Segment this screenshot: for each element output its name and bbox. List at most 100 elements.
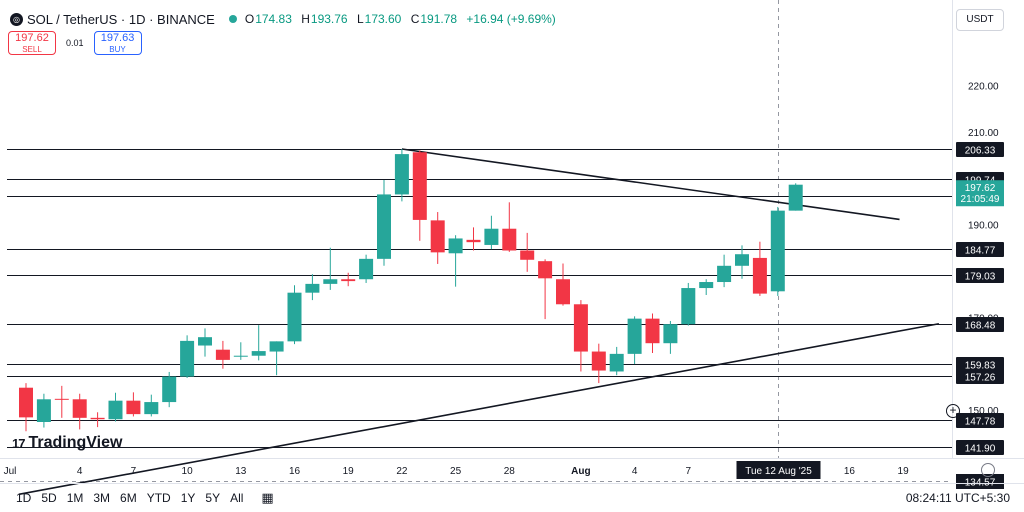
candle [645, 313, 660, 353]
current-price-label: 197.62 [965, 183, 996, 194]
level-label: 157.26 [965, 373, 996, 384]
candle [770, 206, 785, 296]
candle-body [180, 340, 195, 377]
x-tick-label: 16 [844, 466, 856, 477]
x-tick-label: 25 [450, 466, 462, 477]
candle-body [108, 400, 123, 420]
candle [412, 150, 427, 241]
candle-body [233, 355, 248, 357]
candle [215, 340, 230, 369]
level-label-box [956, 357, 1004, 372]
x-tick-label: 4 [632, 466, 638, 477]
x-tick-label: 19 [898, 466, 910, 477]
sell-button[interactable]: 197.62 SELL [8, 31, 56, 55]
level-label: 168.48 [965, 321, 996, 332]
candle-body [752, 257, 767, 294]
level-label: 206.33 [965, 146, 996, 157]
candle-body [269, 341, 284, 352]
candle [627, 316, 642, 365]
candle-body [627, 318, 642, 354]
x-tick-label: 19 [343, 466, 355, 477]
timeframe-5d[interactable]: 5D [41, 491, 57, 505]
gear-icon[interactable] [981, 463, 995, 477]
level-label: 147.78 [965, 417, 996, 428]
level-label-box [956, 242, 1004, 257]
candle-body [394, 154, 409, 195]
trendline-descending-resistance [401, 148, 900, 221]
candle-body [305, 283, 320, 293]
candle [36, 393, 51, 428]
x-tick-label: 16 [289, 466, 301, 477]
y-tick-label: 210.00 [968, 128, 999, 139]
time-axis[interactable]: Jul4710131619222528Aug47101619Tue 12 Aug… [4, 461, 909, 479]
level-label: 179.03 [965, 272, 996, 283]
x-tick-label: 7 [131, 466, 137, 477]
candle [90, 412, 105, 428]
candle-body [287, 292, 302, 342]
ohlc-high: 193.76 [310, 12, 348, 26]
timeframe-6m[interactable]: 6M [120, 491, 137, 505]
candle-body [681, 288, 696, 325]
ohlc-change: +16.94 (+9.69%) [466, 12, 556, 26]
ohlc-close: 191.78 [420, 12, 458, 26]
timeframe-1m[interactable]: 1M [66, 491, 84, 505]
x-tick-label: 10 [182, 466, 194, 477]
candle-body [36, 399, 51, 423]
candle-body [54, 398, 69, 400]
timeframe-1d[interactable]: 1D [16, 491, 32, 505]
symbol-title[interactable]: SOL / TetherUS · 1D · BINANCE [27, 11, 215, 27]
x-tick-label: Jul [4, 466, 17, 477]
candle [484, 215, 499, 250]
candle-body [162, 376, 177, 403]
candle [466, 227, 481, 251]
candle [448, 235, 463, 287]
candle [19, 383, 33, 432]
clock-readout[interactable]: 08:24:11 UTC+5:30 [905, 491, 1010, 505]
timeframe-3m[interactable]: 3M [93, 491, 111, 505]
buy-button[interactable]: 197.63 BUY [93, 31, 142, 55]
x-tick-label: 22 [396, 466, 408, 477]
level-label: 141.90 [965, 444, 996, 455]
current-price-countdown: 21:05:49 [961, 194, 1000, 205]
candle-body [430, 220, 445, 253]
timeframe-all[interactable]: All [230, 491, 244, 505]
candle [72, 393, 87, 430]
level-label-box [956, 317, 1004, 332]
currency-button[interactable]: USDT [956, 9, 1004, 31]
candles [19, 148, 803, 432]
candle-body [198, 337, 212, 346]
timeframe-5y[interactable]: 5Y [205, 491, 221, 505]
candle-body [699, 282, 714, 289]
candle [377, 180, 391, 266]
add-alert-icon[interactable]: + [946, 404, 960, 418]
timeframe-1y[interactable]: 1Y [180, 491, 196, 505]
spread-value: 0.01 [66, 38, 84, 48]
candle [520, 232, 535, 272]
ohlc-open: 174.83 [255, 12, 292, 26]
candle [663, 320, 678, 354]
candle-body [144, 402, 159, 415]
candle [269, 341, 284, 376]
candle-body [484, 228, 499, 245]
timeframe-ytd[interactable]: YTD [146, 491, 171, 505]
calendar-icon[interactable]: ▦ [261, 490, 274, 505]
candle [717, 254, 732, 288]
grid-layer [0, 0, 1024, 482]
y-tick-label: 220.00 [968, 82, 999, 93]
y-tick-label: 150.00 [968, 406, 999, 417]
candle [538, 259, 553, 320]
candle [591, 343, 606, 384]
candle [126, 392, 141, 417]
price-axis[interactable]: 150.00160.00170.00180.00190.00200.00210.… [956, 82, 1004, 512]
candle-body [538, 261, 553, 279]
x-tick-label: 4 [77, 466, 83, 477]
x-tick-label: Aug [571, 466, 590, 477]
candle [54, 385, 69, 418]
candle-body [215, 349, 230, 360]
candle [233, 342, 248, 360]
candle [144, 394, 159, 417]
trendline-ascending-support [18, 322, 940, 496]
candle [251, 325, 266, 361]
candle-body [520, 250, 535, 260]
